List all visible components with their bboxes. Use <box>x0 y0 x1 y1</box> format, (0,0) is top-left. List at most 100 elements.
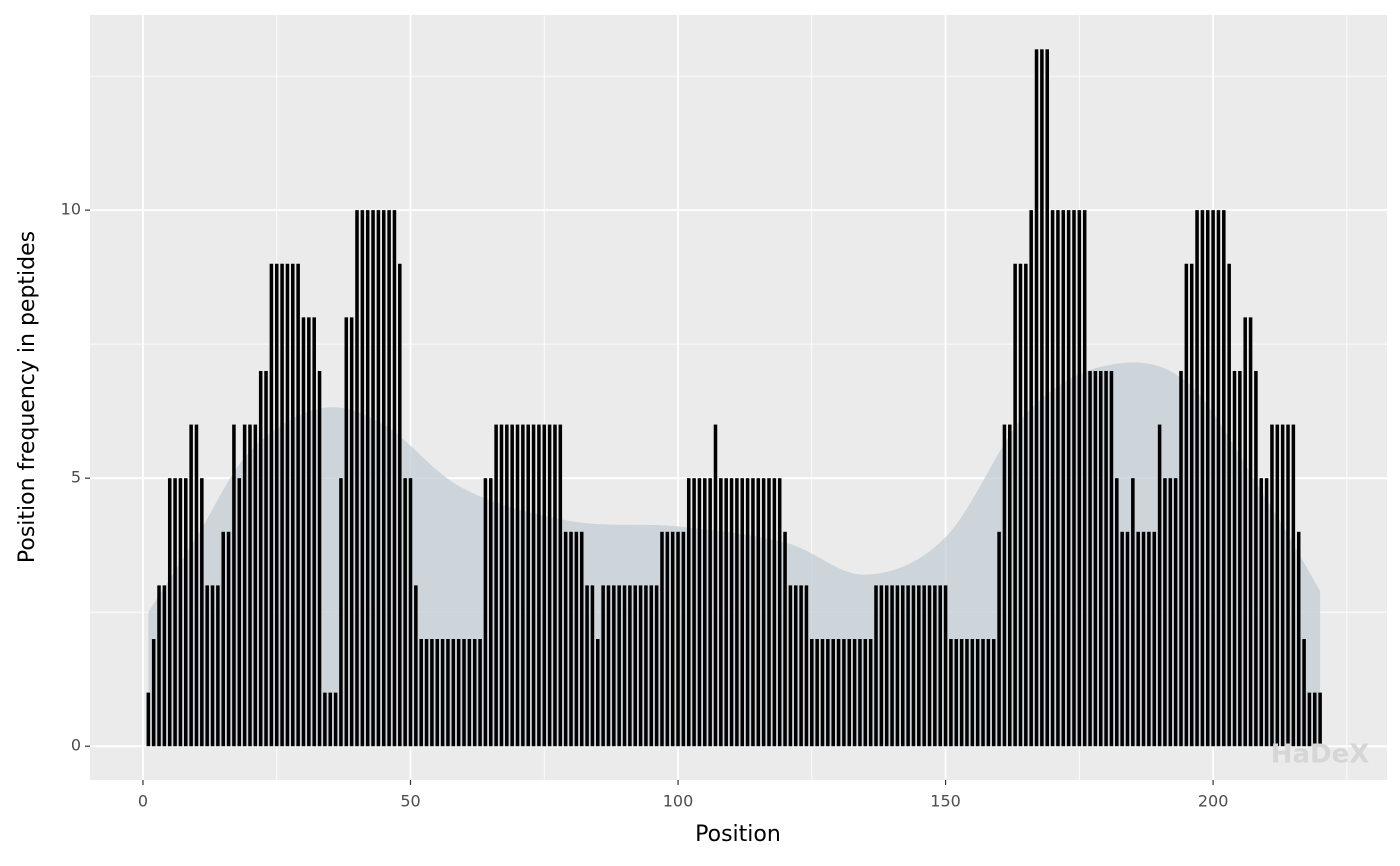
bar <box>1131 478 1135 747</box>
bar <box>408 478 413 747</box>
bar <box>836 639 841 747</box>
bar <box>601 585 605 747</box>
bar <box>531 424 536 747</box>
bar <box>927 585 932 747</box>
bar <box>585 585 589 747</box>
bar <box>157 585 161 747</box>
watermark: HaDeX <box>1271 740 1370 770</box>
bar <box>1195 210 1199 747</box>
bar <box>788 585 793 747</box>
bar <box>1270 424 1274 747</box>
bar <box>488 478 493 747</box>
bar <box>510 424 514 747</box>
bar <box>205 585 209 747</box>
bar <box>526 424 530 747</box>
bar <box>799 585 803 747</box>
bar <box>724 478 728 747</box>
bar <box>1008 424 1012 747</box>
bar <box>644 585 648 747</box>
bar <box>189 424 193 747</box>
bar <box>274 263 279 747</box>
bar <box>767 478 771 747</box>
bar <box>237 478 242 747</box>
bar <box>478 639 482 747</box>
bar <box>831 639 835 747</box>
bar <box>949 639 953 747</box>
bar <box>954 639 959 747</box>
bar <box>1040 49 1044 747</box>
bar <box>660 531 664 747</box>
y-tick-label: 10 <box>61 200 81 219</box>
bar <box>1050 210 1055 747</box>
bar <box>328 692 333 747</box>
bar <box>1205 210 1210 747</box>
bar <box>355 210 359 747</box>
bar <box>970 639 975 747</box>
bar <box>820 639 825 747</box>
bar <box>895 585 900 747</box>
bar <box>232 424 236 747</box>
bar <box>890 585 894 747</box>
bar <box>681 531 686 747</box>
bar <box>269 263 274 747</box>
bar <box>1259 478 1264 747</box>
bar <box>1157 424 1162 747</box>
bar <box>938 585 942 747</box>
bar <box>371 210 375 747</box>
bar <box>1313 692 1317 747</box>
bar <box>285 263 290 747</box>
bar <box>735 478 739 747</box>
bar <box>381 210 386 747</box>
bar <box>1248 317 1253 747</box>
bar <box>280 263 284 747</box>
bar <box>333 692 338 747</box>
bar <box>1018 263 1023 747</box>
bar <box>403 478 407 747</box>
bar <box>226 531 231 747</box>
bar <box>1291 424 1296 747</box>
bar <box>804 585 809 747</box>
bar <box>376 210 381 747</box>
bar <box>1264 478 1269 747</box>
bar <box>943 585 948 747</box>
bar <box>703 478 707 747</box>
bar <box>847 639 852 747</box>
bar <box>563 531 568 747</box>
bar <box>296 263 300 747</box>
bar <box>654 585 659 747</box>
bar <box>317 370 322 747</box>
y-tick-label: 5 <box>71 468 81 487</box>
bar <box>745 478 750 747</box>
bar <box>1147 531 1151 747</box>
bar <box>1296 531 1301 747</box>
bar <box>713 424 718 747</box>
bar <box>606 585 611 747</box>
bar <box>697 478 702 747</box>
bar <box>633 585 637 747</box>
bar <box>868 639 873 747</box>
bar <box>879 585 884 747</box>
bar <box>719 478 723 747</box>
bar <box>1072 210 1076 747</box>
bar <box>1125 531 1130 747</box>
bar <box>221 531 225 747</box>
bar <box>398 263 402 747</box>
bar <box>628 585 632 747</box>
bar <box>210 585 215 747</box>
bar <box>499 424 504 747</box>
bar <box>986 639 991 747</box>
bar <box>622 585 627 747</box>
x-tick-label: 50 <box>400 792 420 811</box>
bar <box>1254 370 1258 747</box>
bar <box>194 424 199 747</box>
bar <box>553 424 557 747</box>
bar <box>900 585 905 747</box>
bar <box>756 478 761 747</box>
bar <box>1115 478 1119 747</box>
bar <box>307 317 311 747</box>
bar <box>1179 370 1183 747</box>
bar <box>863 639 868 747</box>
bar <box>173 478 177 747</box>
bar <box>1088 370 1092 747</box>
bar <box>558 424 563 747</box>
